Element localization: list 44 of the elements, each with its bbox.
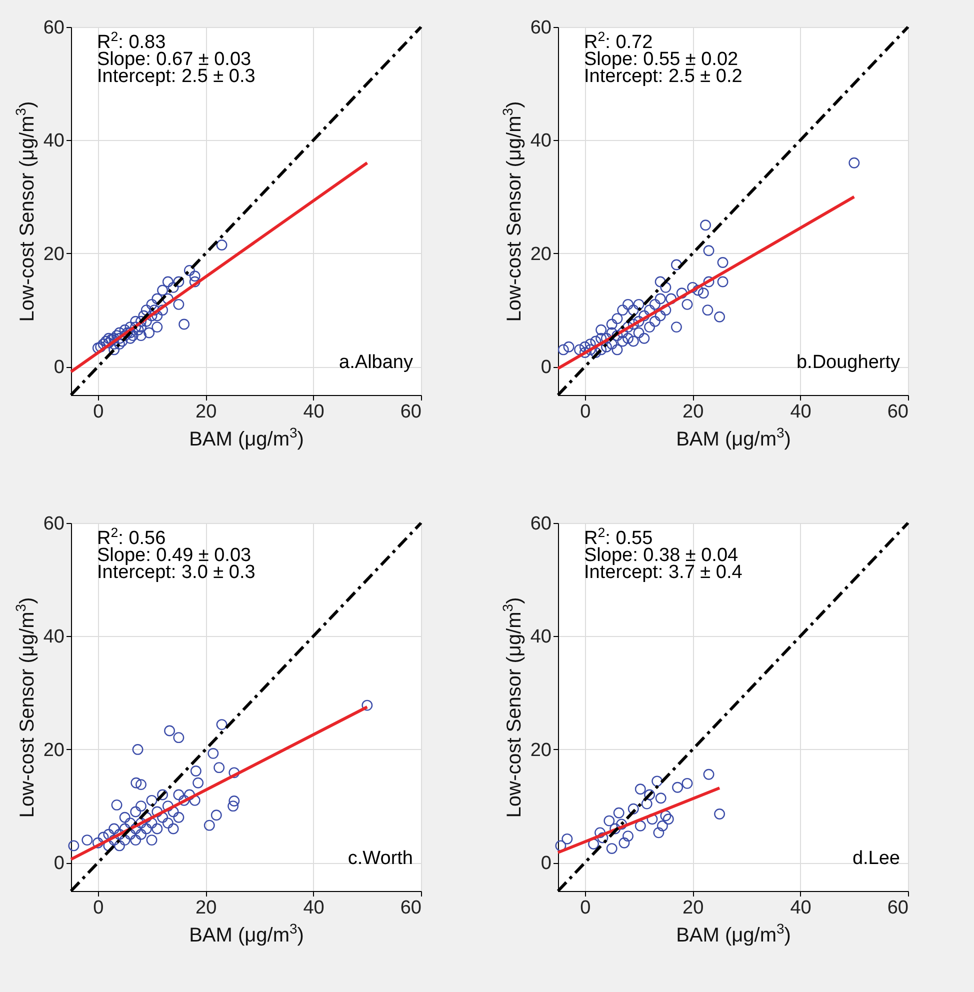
y-tick-label: 40 — [43, 626, 64, 648]
x-axis-title: BAM (μg/m$^{3}$) — [676, 920, 791, 946]
y-tick-label: 20 — [530, 244, 552, 265]
y-tick-label: 0 — [54, 357, 64, 378]
annotation: d.Lee — [852, 848, 900, 869]
y-tick-label: 0 — [54, 853, 64, 874]
y-tick-label: 20 — [43, 740, 64, 761]
x-tick-label: 40 — [303, 402, 324, 422]
x-tick-label: 60 — [887, 898, 908, 918]
x-tick-label: 0 — [93, 402, 104, 422]
x-tick-label: 40 — [790, 402, 812, 422]
x-tick-label: 20 — [682, 898, 704, 918]
x-axis-title: BAM (μg/m$^{3}$) — [676, 424, 791, 450]
y-tick-label: 60 — [43, 18, 64, 38]
annotation: Slope: 0.55 ± 0.02 — [584, 49, 738, 70]
y-tick-label: 0 — [540, 853, 552, 874]
x-tick-label: 0 — [93, 898, 104, 918]
x-tick-label: 40 — [303, 898, 324, 918]
annotation: Slope: 0.67 ± 0.03 — [97, 49, 252, 70]
x-tick-label: 60 — [400, 402, 422, 422]
annotation: Slope: 0.38 ± 0.04 — [584, 545, 739, 566]
y-tick-label: 20 — [530, 740, 552, 761]
annotation: a.Albany — [339, 352, 414, 373]
x-tick-label: 60 — [400, 898, 422, 918]
y-tick-label: 60 — [43, 514, 64, 534]
y-tick-label: 40 — [43, 130, 64, 152]
y-tick-label: 40 — [530, 130, 552, 152]
x-axis-title: BAM (μg/m$^{3}$) — [189, 920, 304, 946]
x-tick-label: 60 — [887, 402, 908, 422]
annotation: c.Worth — [348, 848, 413, 869]
annotation: Slope: 0.49 ± 0.03 — [97, 545, 252, 566]
y-tick-label: 60 — [530, 514, 552, 534]
y-tick-label: 40 — [530, 626, 552, 648]
annotation: b.Dougherty — [796, 352, 900, 373]
x-tick-label: 20 — [196, 402, 217, 422]
y-tick-label: 0 — [540, 357, 552, 378]
x-axis-title: BAM (μg/m$^{3}$) — [189, 424, 304, 450]
x-tick-label: 0 — [580, 898, 591, 918]
x-tick-label: 40 — [790, 898, 812, 918]
y-tick-label: 60 — [530, 18, 552, 38]
x-tick-label: 20 — [196, 898, 217, 918]
y-tick-label: 20 — [43, 244, 64, 265]
x-tick-label: 0 — [580, 402, 591, 422]
x-tick-label: 20 — [682, 402, 704, 422]
